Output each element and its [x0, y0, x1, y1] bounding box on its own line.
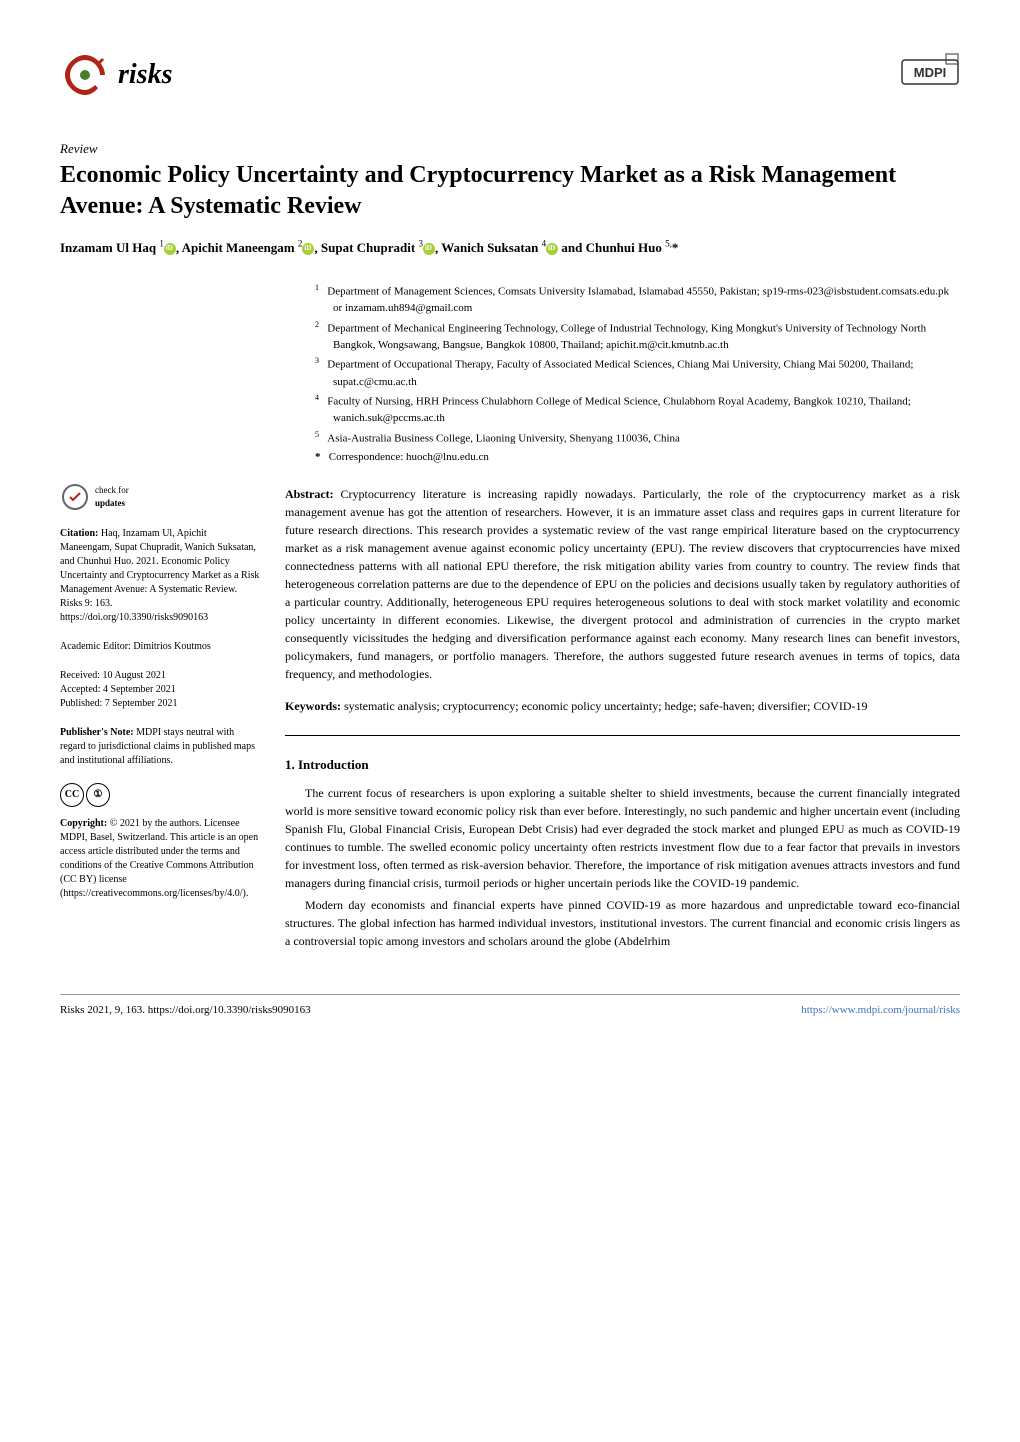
cc-icon: CC	[60, 783, 84, 807]
article-title: Economic Policy Uncertainty and Cryptocu…	[60, 160, 960, 222]
accepted-date: Accepted: 4 September 2021	[60, 683, 260, 697]
affiliation-3: 3 Department of Occupational Therapy, Fa…	[315, 355, 960, 390]
publisher-logo: MDPI	[900, 52, 960, 97]
orcid-icon	[302, 243, 314, 255]
dates-block: Received: 10 August 2021 Accepted: 4 Sep…	[60, 669, 260, 711]
orcid-icon	[423, 243, 435, 255]
author-2: Apichit Maneengam 2	[182, 240, 315, 255]
author-3: Supat Chupradit 3	[321, 240, 435, 255]
copyright-text: © 2021 by the authors. Licensee MDPI, Ba…	[60, 818, 258, 899]
affiliation-1: 1 Department of Management Sciences, Com…	[315, 282, 960, 317]
editor-name: Dimitrios Koutmos	[133, 641, 211, 652]
author-5: and Chunhui Huo 5,*	[561, 240, 678, 255]
orcid-icon	[164, 243, 176, 255]
publisher-note-block: Publisher's Note: MDPI stays neutral wit…	[60, 726, 260, 768]
intro-p1: The current focus of researchers is upon…	[285, 784, 960, 892]
footer-right: https://www.mdpi.com/journal/risks	[801, 1003, 960, 1018]
sidebar: check for updates Citation: Haq, Inzamam…	[60, 282, 260, 954]
affiliation-4: 4 Faculty of Nursing, HRH Princess Chula…	[315, 392, 960, 427]
affiliation-2: 2 Department of Mechanical Engineering T…	[315, 319, 960, 354]
citation-label: Citation:	[60, 528, 98, 539]
author-1: Inzamam Ul Haq 1	[60, 240, 176, 255]
orcid-icon	[546, 243, 558, 255]
svg-text:MDPI: MDPI	[914, 65, 947, 80]
abstract: Abstract: Cryptocurrency literature is i…	[285, 485, 960, 683]
abstract-label: Abstract:	[285, 487, 334, 501]
editor-label: Academic Editor:	[60, 641, 131, 652]
main-content: 1 Department of Management Sciences, Com…	[285, 282, 960, 954]
publisher-note-label: Publisher's Note:	[60, 727, 134, 738]
page-header: risks MDPI	[60, 50, 960, 100]
authors-line: Inzamam Ul Haq 1, Apichit Maneengam 2, S…	[60, 238, 960, 258]
footer-left: Risks 2021, 9, 163. https://doi.org/10.3…	[60, 1003, 311, 1018]
copyright-label: Copyright:	[60, 818, 107, 829]
author-4: Wanich Suksatan 4	[441, 240, 558, 255]
check-updates-label: check for	[95, 484, 129, 497]
citation-block: Citation: Haq, Inzamam Ul, Apichit Manee…	[60, 527, 260, 625]
cc-license-badge: CC ①	[60, 783, 260, 807]
keywords: Keywords: systematic analysis; cryptocur…	[285, 698, 960, 715]
correspondence: * Correspondence: huoch@lnu.edu.cn	[315, 449, 960, 466]
intro-p2: Modern day economists and financial expe…	[285, 896, 960, 950]
separator	[285, 735, 960, 736]
keywords-label: Keywords:	[285, 699, 341, 713]
article-type: Review	[60, 140, 960, 158]
check-updates-badge[interactable]: check for updates	[60, 482, 260, 512]
by-icon: ①	[86, 783, 110, 807]
received-date: Received: 10 August 2021	[60, 669, 260, 683]
journal-name: risks	[118, 55, 172, 94]
section-1-heading: 1. Introduction	[285, 756, 960, 774]
page-footer: Risks 2021, 9, 163. https://doi.org/10.3…	[60, 994, 960, 1018]
editor-block: Academic Editor: Dimitrios Koutmos	[60, 640, 260, 654]
section-1-body: The current focus of researchers is upon…	[285, 784, 960, 950]
published-date: Published: 7 September 2021	[60, 697, 260, 711]
check-updates-label2: updates	[95, 497, 129, 510]
citation-text: Haq, Inzamam Ul, Apichit Maneengam, Supa…	[60, 528, 259, 623]
abstract-text: Cryptocurrency literature is increasing …	[285, 487, 960, 681]
keywords-text: systematic analysis; cryptocurrency; eco…	[344, 699, 868, 713]
affiliation-5: 5 Asia-Australia Business College, Liaon…	[315, 429, 960, 447]
copyright-block: Copyright: © 2021 by the authors. Licens…	[60, 817, 260, 901]
affiliations-list: 1 Department of Management Sciences, Com…	[315, 282, 960, 465]
risks-logo-icon	[60, 50, 110, 100]
journal-logo: risks	[60, 50, 172, 100]
